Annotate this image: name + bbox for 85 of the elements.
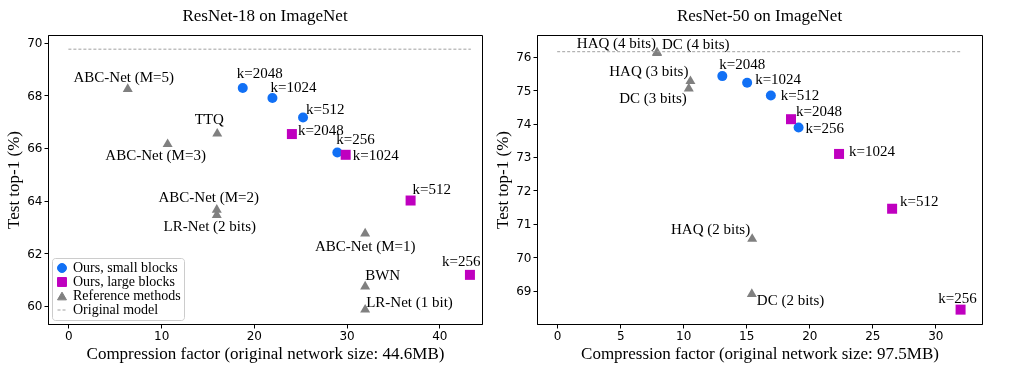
point [360,227,371,237]
y-axis-title: Test top-1 (%) [493,131,513,229]
y-tick-label: 74 [516,117,532,132]
chart-title: ResNet-50 on ImageNet [676,6,843,25]
point [717,71,728,82]
y-tick-label: 70 [516,250,532,265]
legend-label: Reference methods [73,288,181,303]
point [122,83,133,92]
annotation: BWN [365,267,401,284]
point [786,114,797,125]
x-tick-label: 0 [553,328,562,343]
annotation: k=512 [900,192,939,209]
annotation: k=1024 [352,146,400,163]
annotation: LR-Net (1 bit) [366,294,453,312]
point [742,77,753,88]
annotation: ABC-Net (M=1) [314,238,416,256]
point [765,90,776,101]
y-axis-title: Test top-1 (%) [4,131,24,229]
x-tick-label: 20 [802,328,818,343]
annotation: k=256 [805,119,845,136]
annotation: DC (3 bits) [619,90,687,108]
point [746,288,757,297]
chart-title: ResNet-18 on ImageNet [182,6,348,25]
annotation: ABC-Net (M=5) [73,68,175,86]
point [212,127,223,137]
annotation: k=512 [780,87,820,104]
x-axis-title: Compression factor (original network size: 44.6MB) [86,343,445,363]
annotation: k=1024 [270,79,317,96]
y-tick-label: 76 [516,50,532,65]
x-tick-label: 30 [928,328,944,343]
y-tick-label: 64 [27,194,43,209]
x-tick-label: 10 [154,328,170,343]
annotation: k=1024 [755,70,802,87]
point [237,83,248,94]
y-tick-label: 60 [27,299,43,314]
y-tick-label: 72 [516,183,532,198]
x-tick-label: 0 [65,328,73,343]
point [360,280,371,290]
annotation: DC (4 bits) [662,35,730,53]
legend-label: Original model [73,302,159,317]
annotation: ABC-Net (M=3) [105,146,206,164]
y-tick-label: 62 [27,246,43,261]
point [955,304,966,315]
annotation: k=2048 [236,65,283,82]
x-tick-label: 30 [339,328,355,343]
x-tick-label: 10 [676,328,692,343]
annotation: k=2048 [719,56,766,73]
point [298,112,309,123]
x-tick-label: 40 [432,328,448,343]
point [405,195,416,206]
annotation: ABC-Net (M=2) [158,189,260,207]
annotation: TTQ [194,111,224,128]
legend-label: Ours, small blocks [73,260,178,275]
point [887,203,898,214]
annotation: k=256 [938,289,978,306]
point [162,138,173,148]
point [340,149,351,160]
x-tick-label: 20 [246,328,263,343]
y-tick-label: 73 [516,150,532,165]
y-tick-label: 66 [27,141,43,156]
x-tick-label: 15 [739,328,755,343]
annotation: k=256 [441,252,481,269]
x-tick-label: 25 [865,328,881,343]
annotation: HAQ (2 bits) [671,221,751,239]
y-tick-label: 68 [27,88,43,103]
y-tick-label: 70 [27,36,43,51]
annotation: k=512 [306,101,345,118]
annotation: k=1024 [849,142,896,159]
point [464,269,475,280]
annotation: HAQ (3 bits) [609,62,689,80]
annotation: k=2048 [796,103,842,120]
point [793,122,804,133]
annotation: HAQ (4 bits) [576,35,657,53]
y-tick-label: 75 [516,83,532,98]
annotation: DC (2 bits) [756,291,825,309]
point [286,129,297,140]
point [267,93,278,104]
legend-label: Ours, large blocks [73,274,175,289]
point [834,148,845,159]
x-tick-label: 5 [616,328,625,343]
annotation: k=512 [412,180,452,197]
y-tick-label: 71 [516,217,532,232]
annotation: LR-Net (2 bits) [163,217,257,235]
x-axis-title: Compression factor (original network size: 97.5MB) [581,343,939,363]
y-tick-label: 69 [516,284,532,299]
